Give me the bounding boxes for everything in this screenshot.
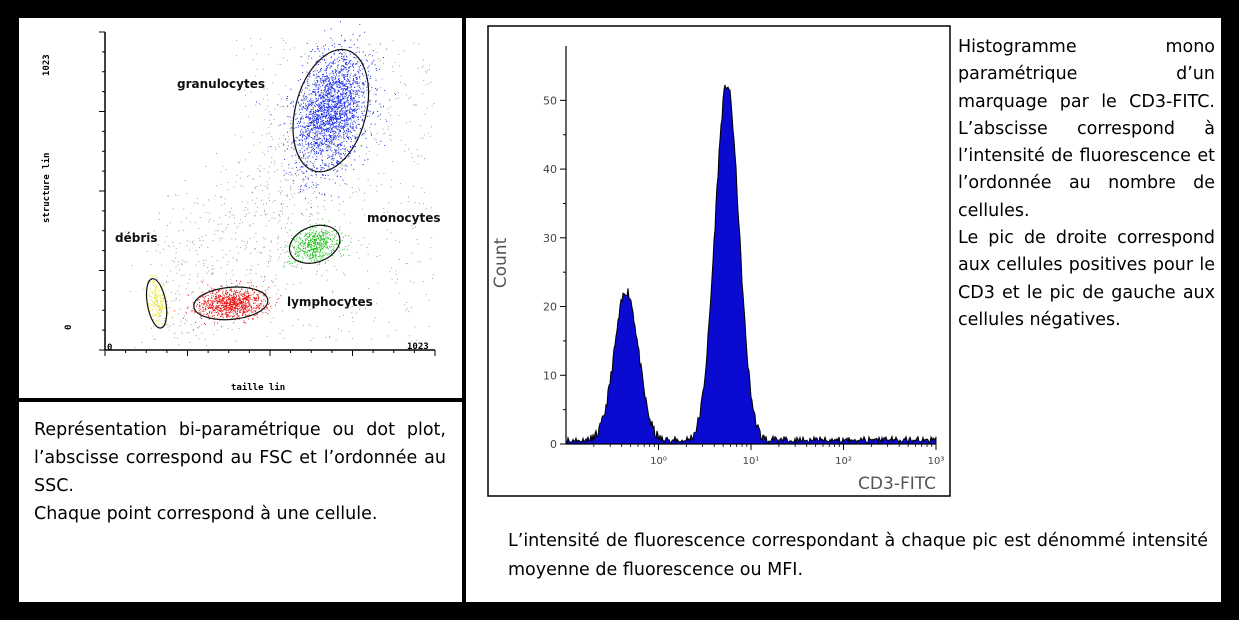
histogram-axes: 0 10 20 30 40 50 10⁰ 10¹ 10² 10³ [543,46,944,467]
dot-plot-population-labels: granulocytes monocytes lymphocytes débris [115,77,441,309]
y-axis-label: structure lin [41,153,52,223]
histogram-caption-para2: Le pic de droite correspond aux cellules… [958,228,1215,330]
dot-plot-ticks [99,31,436,356]
histogram-area [565,84,937,445]
dot-plot-gates [145,48,370,329]
population-granulocytes [256,5,396,215]
dot-plot-area [105,32,435,350]
histogram-panel: 0 10 20 30 40 50 10⁰ 10¹ 10² 10³ CD3-FITC Count H… [466,18,1221,602]
histogram-y-tick: 30 [543,232,557,245]
background-dots [125,36,435,350]
histogram-y-tick: 10 [543,369,557,382]
histogram-y-label: Count [491,237,511,288]
population-lymphocytes [174,280,282,328]
histogram-y-tick: 50 [543,94,557,107]
label-lymphocytes: lymphocytes [287,295,373,309]
histogram-y-tick: 20 [543,301,557,314]
label-monocytes: monocytes [367,211,441,225]
histogram-y-tick: 0 [550,438,557,451]
population-debris [143,274,174,337]
x-tick-1023: 1023 [407,342,429,352]
histogram-series [565,84,937,445]
mfi-caption: L’intensité de fluorescence correspondan… [508,531,1208,580]
gate-monocytes [288,224,341,264]
x-tick-0: 0 [107,343,112,353]
histogram-y-tick: 40 [543,163,557,176]
y-tick-0: 0 [64,325,74,330]
histogram-x-tick: 10⁰ [650,456,667,467]
x-axis-label: taille lin [231,382,285,393]
histogram-caption-para1: Histogramme mono paramétrique d’un marqu… [958,37,1215,221]
dot-plot-caption-panel: Représentation bi-paramétrique ou dot pl… [19,402,462,602]
dot-plot-caption-line1: Représentation bi-paramétrique ou dot pl… [34,420,446,496]
histogram-x-tick: 10² [835,456,852,467]
histogram-caption: Histogramme mono paramétrique d’un marqu… [958,34,1215,334]
gate-lymphocytes [193,286,269,321]
dot-plot-caption: Représentation bi-paramétrique ou dot pl… [34,416,446,528]
histogram-x-label: CD3-FITC [858,474,936,494]
dot-plot-points [125,5,435,350]
label-debris: débris [115,231,158,245]
histogram-x-tick: 10¹ [743,456,760,467]
y-tick-1023: 1023 [42,54,52,76]
histogram-x-tick: 10³ [928,456,945,467]
dot-plot-panel: granulocytes monocytes lymphocytes débris 0… [19,5,462,398]
histogram-chart: 0 10 20 30 40 50 10⁰ 10¹ 10² 10³ CD3-FITC Count [487,25,951,497]
gate-granulocytes [292,48,370,173]
gate-debris [145,278,168,329]
label-granulocytes: granulocytes [177,77,265,91]
dot-plot-chart: granulocytes monocytes lymphocytes débris 0… [41,5,441,393]
dot-plot-caption-line2: Chaque point correspond à une cellule. [34,504,378,524]
